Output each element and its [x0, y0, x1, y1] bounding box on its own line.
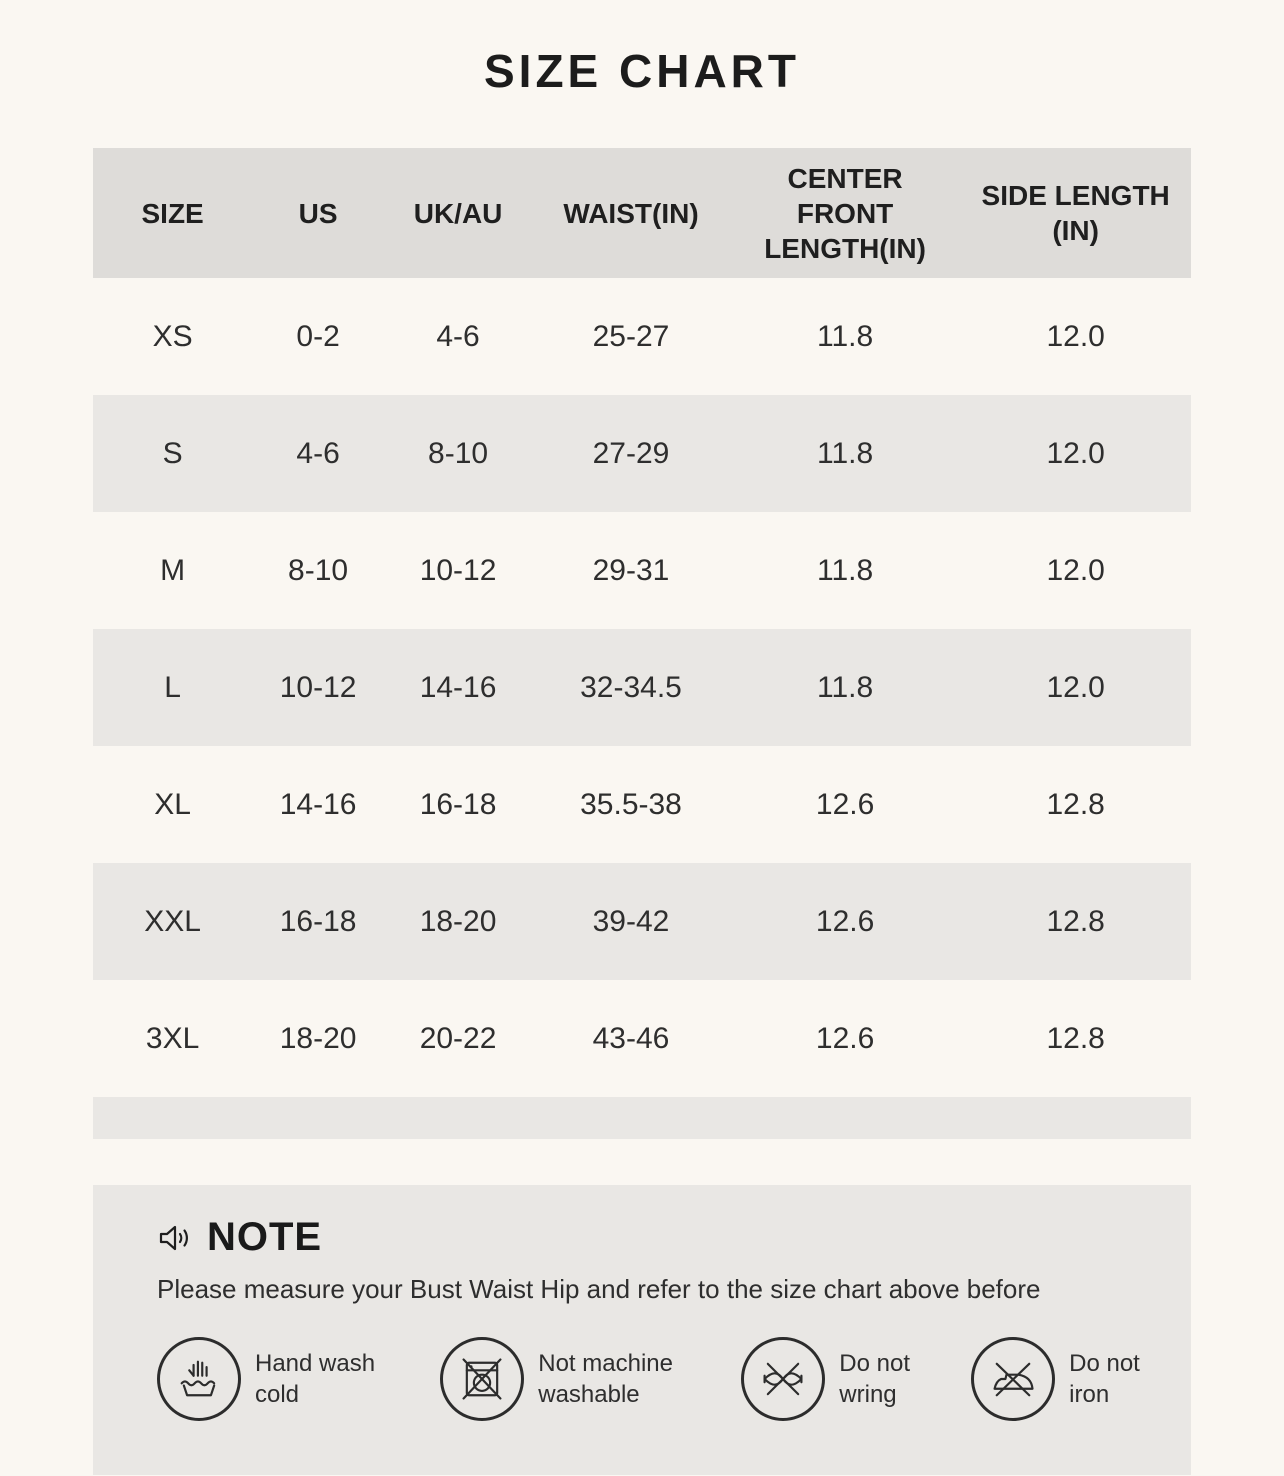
- do-not-wring-icon: [741, 1337, 826, 1421]
- cell-size: XXL: [144, 904, 201, 938]
- table-row-xxl: XXL 16-18 18-20 39-42 12.6 12.8: [93, 863, 1191, 980]
- cell-waist: 25-27: [592, 319, 670, 353]
- care-label: Hand wash cold: [255, 1349, 376, 1408]
- column-header-waist: WAIST(IN): [563, 197, 699, 229]
- cell-uk-au: 14-16: [419, 670, 497, 704]
- care-label: Not machine washable: [538, 1349, 673, 1408]
- column-header-side-length: SIDE LENGTH (IN): [981, 180, 1170, 246]
- cell-waist: 43-46: [592, 1021, 670, 1055]
- cell-uk-au: 20-22: [419, 1021, 497, 1055]
- size-chart-table: SIZE US UK/AU WAIST(IN) CENTER FRONT LEN…: [93, 148, 1191, 1139]
- column-header-uk-au: UK/AU: [413, 197, 503, 229]
- cell-waist: 39-42: [592, 904, 670, 938]
- cell-us: 4-6: [296, 436, 340, 470]
- cell-waist: 35.5-38: [580, 787, 682, 821]
- cell-uk-au: 16-18: [419, 787, 497, 821]
- cell-size: XL: [154, 787, 191, 821]
- table-row-l: L 10-12 14-16 32-34.5 11.8 12.0: [93, 629, 1191, 746]
- cell-us: 16-18: [279, 904, 357, 938]
- column-header-size: SIZE: [141, 197, 204, 229]
- cell-size: L: [164, 670, 181, 704]
- speaker-icon: [159, 1225, 188, 1250]
- cell-side-length: 12.8: [1046, 787, 1105, 821]
- note-header: NOTE: [157, 1215, 1163, 1260]
- cell-center-front: 11.8: [817, 436, 874, 470]
- cell-uk-au: 10-12: [419, 553, 497, 587]
- cell-us: 8-10: [288, 553, 349, 587]
- cell-side-length: 12.8: [1046, 1021, 1105, 1055]
- care-instructions: Hand wash cold Not machine washable: [157, 1337, 1163, 1421]
- no-machine-wash-icon: [440, 1337, 525, 1421]
- care-label: Do not wring: [839, 1349, 911, 1408]
- cell-side-length: 12.8: [1046, 904, 1105, 938]
- cell-center-front: 12.6: [815, 787, 875, 821]
- cell-us: 18-20: [279, 1021, 357, 1055]
- cell-center-front: 11.8: [817, 670, 874, 704]
- care-item-do-not-wring: Do not wring: [741, 1337, 933, 1421]
- cell-side-length: 12.0: [1046, 436, 1105, 470]
- cell-center-front: 11.8: [817, 319, 874, 353]
- care-item-do-not-iron: Do not iron: [971, 1337, 1163, 1421]
- table-row-m: M 8-10 10-12 29-31 11.8 12.0: [93, 512, 1191, 629]
- do-not-iron-icon: [971, 1337, 1056, 1421]
- cell-side-length: 12.0: [1046, 670, 1105, 704]
- cell-uk-au: 4-6: [436, 319, 480, 353]
- care-label: Do not iron: [1069, 1349, 1140, 1408]
- cell-uk-au: 18-20: [419, 904, 497, 938]
- cell-uk-au: 8-10: [428, 436, 489, 470]
- table-row-xs: XS 0-2 4-6 25-27 11.8 12.0: [93, 278, 1191, 395]
- table-row-xl: XL 14-16 16-18 35.5-38 12.6 12.8: [93, 746, 1191, 863]
- table-header-row: SIZE US UK/AU WAIST(IN) CENTER FRONT LEN…: [93, 148, 1191, 278]
- cell-center-front: 11.8: [817, 553, 874, 587]
- table-row-3xl: 3XL 18-20 20-22 43-46 12.6 12.8: [93, 980, 1191, 1097]
- cell-center-front: 12.6: [815, 904, 875, 938]
- cell-size: 3XL: [145, 1021, 200, 1055]
- table-bottom-strip: [93, 1097, 1191, 1139]
- cell-us: 14-16: [279, 787, 357, 821]
- cell-us: 10-12: [279, 670, 357, 704]
- column-header-center-front-length: CENTER FRONT LENGTH(IN): [764, 162, 926, 264]
- cell-side-length: 12.0: [1046, 553, 1105, 587]
- care-item-no-machine-wash: Not machine washable: [440, 1337, 703, 1421]
- cell-size: XS: [152, 319, 193, 353]
- cell-waist: 27-29: [592, 436, 670, 470]
- note-heading: NOTE: [207, 1215, 323, 1259]
- note-section: NOTE Please measure your Bust Waist Hip …: [93, 1185, 1191, 1475]
- cell-size: S: [162, 436, 183, 470]
- cell-waist: 29-31: [592, 553, 670, 587]
- cell-waist: 32-34.5: [580, 670, 682, 704]
- column-header-us: US: [298, 197, 338, 229]
- cell-center-front: 12.6: [815, 1021, 875, 1055]
- table-row-s: S 4-6 8-10 27-29 11.8 12.0: [93, 395, 1191, 512]
- cell-side-length: 12.0: [1046, 319, 1105, 353]
- cell-us: 0-2: [296, 319, 340, 353]
- note-text: Please measure your Bust Waist Hip and r…: [157, 1274, 1041, 1304]
- cell-size: M: [160, 553, 186, 587]
- care-item-hand-wash: Hand wash cold: [157, 1337, 402, 1421]
- hand-wash-icon: [157, 1337, 241, 1421]
- page-title: SIZE CHART: [484, 45, 800, 97]
